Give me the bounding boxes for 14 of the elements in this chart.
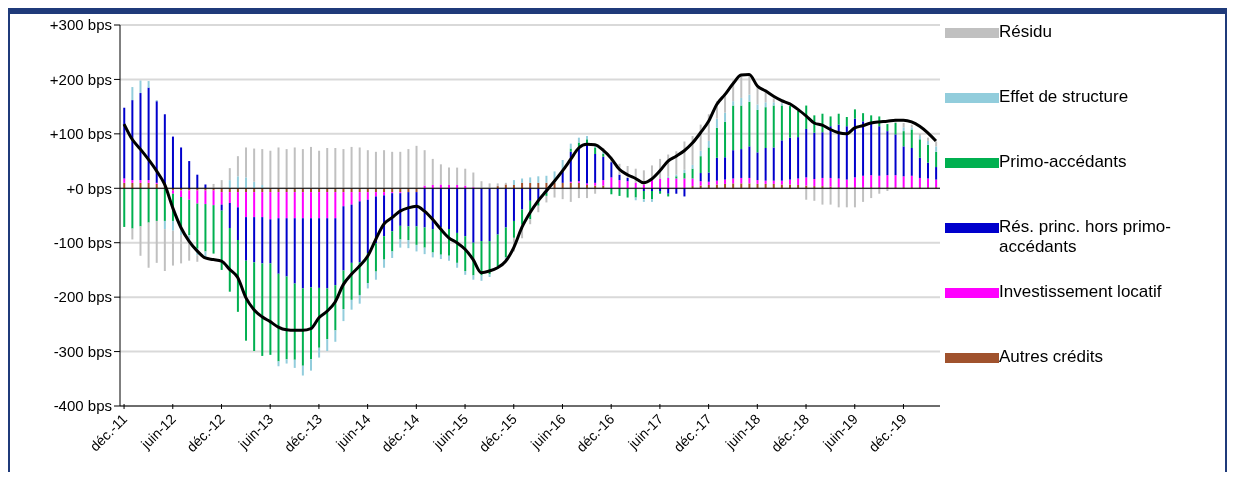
legend-label: Primo-accédants: [999, 152, 1128, 172]
legend-label: Résidu: [999, 22, 1053, 42]
legend-label: Investissement locatif: [999, 282, 1163, 302]
legend-label: Autres crédits: [999, 347, 1104, 367]
legend-label: Effet de structure: [999, 87, 1130, 107]
y-tick-label: +300 bps: [49, 16, 112, 34]
legend-label: Rés. princ. hors primo-accédants: [999, 217, 1172, 257]
y-tick-label: -200 bps: [53, 288, 112, 306]
y-tick-label: -300 bps: [53, 342, 112, 360]
y-tick-label: -100 bps: [53, 234, 112, 252]
y-tick-label: +200 bps: [49, 70, 112, 88]
y-tick-label: +100 bps: [49, 125, 112, 143]
y-tick-label: +0 bps: [66, 179, 112, 197]
y-tick-label: -400 bps: [53, 397, 112, 415]
